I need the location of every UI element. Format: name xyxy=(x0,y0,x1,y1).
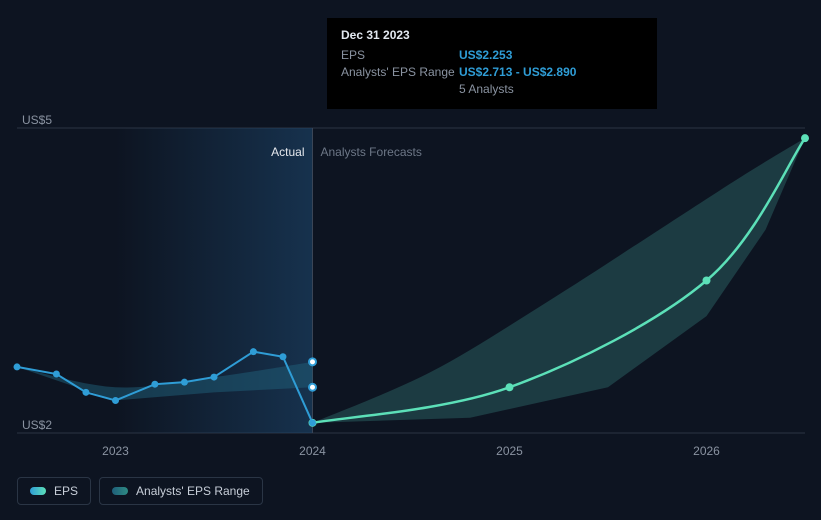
legend-item-eps[interactable]: EPS xyxy=(17,477,91,505)
tooltip-range-label: Analysts' EPS Range xyxy=(341,65,459,79)
svg-text:2026: 2026 xyxy=(693,444,720,458)
tooltip-eps-label: EPS xyxy=(341,48,459,62)
svg-text:2024: 2024 xyxy=(299,444,326,458)
svg-text:Analysts Forecasts: Analysts Forecasts xyxy=(321,145,422,159)
chart-legend: EPS Analysts' EPS Range xyxy=(17,477,263,505)
svg-text:US$2: US$2 xyxy=(22,418,52,432)
svg-text:2023: 2023 xyxy=(102,444,129,458)
legend-label-eps: EPS xyxy=(54,484,78,498)
legend-item-range[interactable]: Analysts' EPS Range xyxy=(99,477,263,505)
svg-text:Actual: Actual xyxy=(271,145,304,159)
legend-swatch-eps xyxy=(30,487,46,495)
legend-swatch-range xyxy=(112,487,128,495)
svg-text:US$5: US$5 xyxy=(22,113,52,127)
tooltip-range-value: US$2.713 - US$2.890 xyxy=(459,65,576,79)
tooltip-spacer xyxy=(341,82,459,96)
legend-label-range: Analysts' EPS Range xyxy=(136,484,250,498)
chart-tooltip: Dec 31 2023 EPS US$2.253 Analysts' EPS R… xyxy=(327,18,657,109)
eps-forecast-chart: US$5 US$2 2023 2024 2025 2026 Actual Analysts F… xyxy=(0,0,821,520)
svg-text:2025: 2025 xyxy=(496,444,523,458)
tooltip-analysts-value: 5 Analysts xyxy=(459,82,514,96)
tooltip-eps-value: US$2.253 xyxy=(459,48,512,62)
tooltip-date: Dec 31 2023 xyxy=(341,28,643,42)
